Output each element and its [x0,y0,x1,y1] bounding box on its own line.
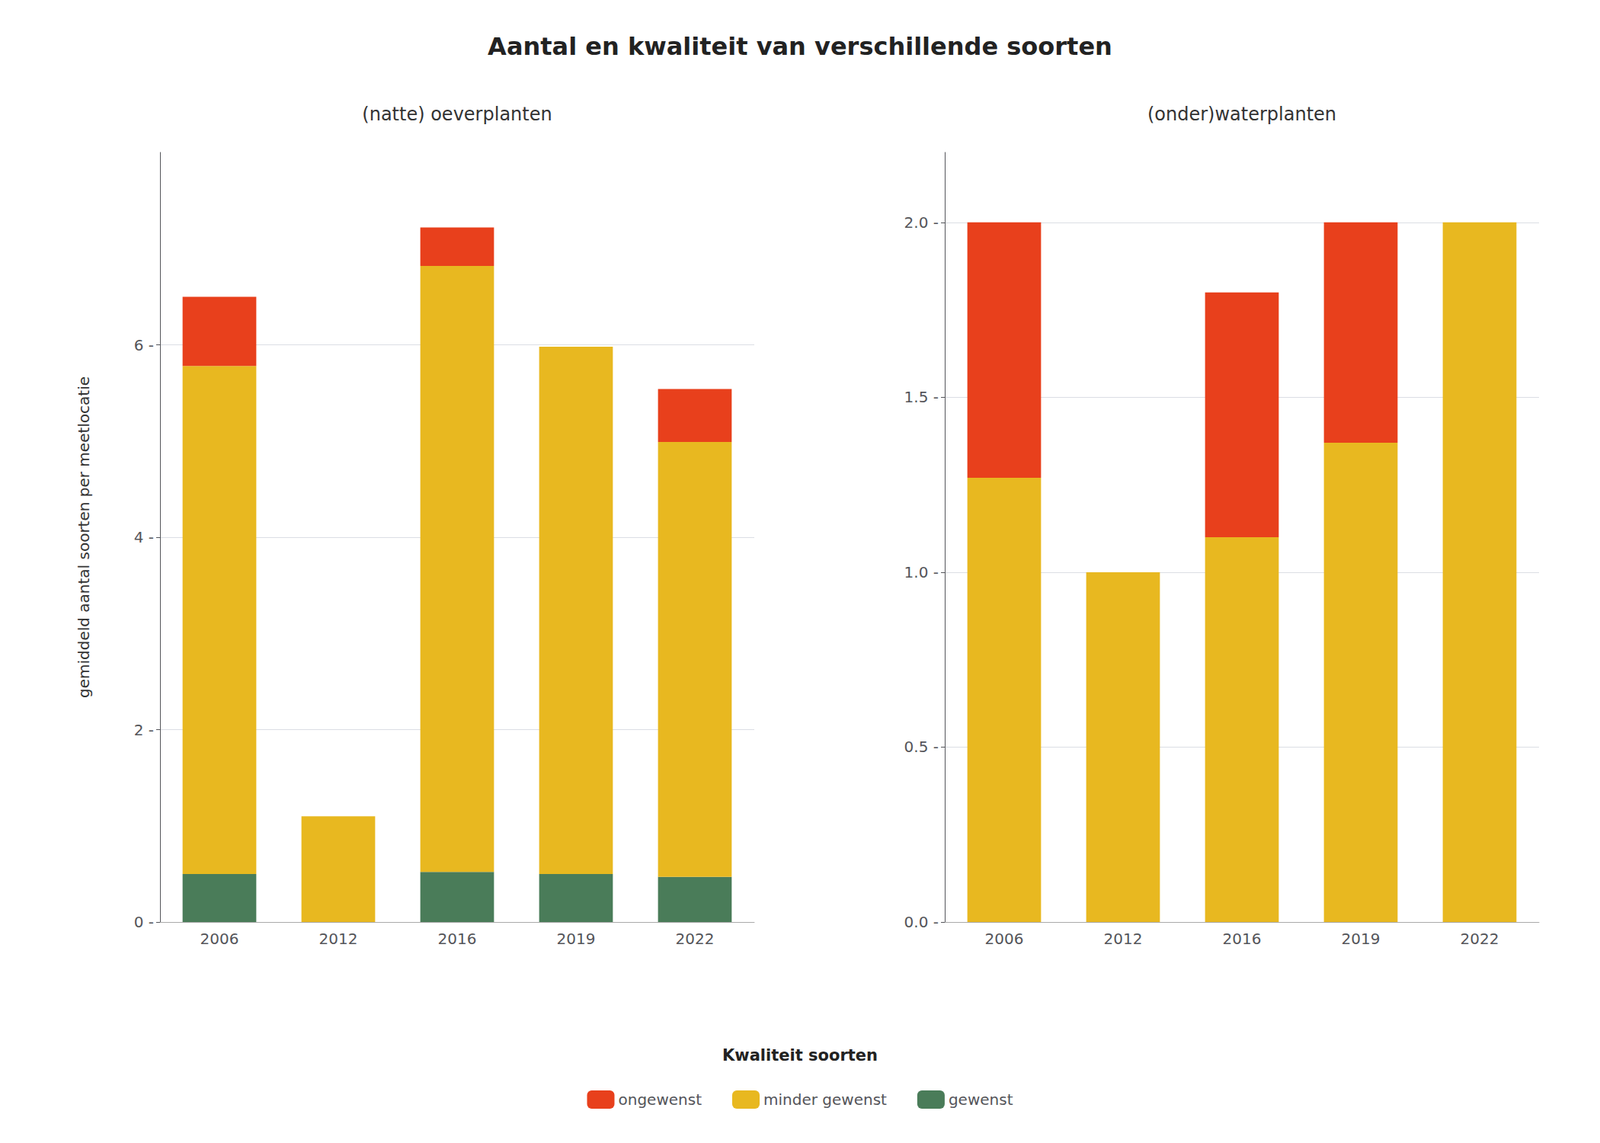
svg-text:2019: 2019 [1341,929,1381,948]
svg-text:2006: 2006 [200,929,240,948]
svg-text:2016: 2016 [438,929,477,948]
svg-text:1.0 -: 1.0 - [904,563,939,582]
svg-text:2 -: 2 - [134,720,154,740]
svg-text:2012: 2012 [319,929,359,948]
svg-text:2016: 2016 [1222,929,1262,948]
svg-text:(onder)waterplanten: (onder)waterplanten [1147,103,1337,125]
svg-text:2019: 2019 [556,929,596,948]
svg-text:0.0 -: 0.0 - [904,912,939,932]
svg-text:0 -: 0 - [134,912,154,932]
svg-text:Aantal en kwaliteit van versch: Aantal en kwaliteit van verschillende so… [487,32,1113,61]
svg-text:(natte) oeverplanten: (natte) oeverplanten [361,103,552,125]
svg-text:4 -: 4 - [134,528,154,547]
svg-text:2022: 2022 [675,929,715,948]
svg-text:gewenst: gewenst [948,1090,1014,1109]
svg-text:1.5 -: 1.5 - [904,387,939,407]
svg-text:Kwaliteit soorten: Kwaliteit soorten [722,1046,878,1065]
svg-text:2.0 -: 2.0 - [904,213,939,232]
svg-text:minder gewenst: minder gewenst [763,1090,887,1109]
svg-text:2012: 2012 [1104,929,1143,948]
svg-text:2006: 2006 [985,929,1024,948]
svg-text:ongewenst: ongewenst [617,1090,702,1109]
svg-text:2022: 2022 [1460,929,1500,948]
svg-text:6 -: 6 - [134,336,154,355]
svg-text:0.5 -: 0.5 - [904,737,939,756]
svg-text:gemiddeld aantal soorten per m: gemiddeld aantal soorten per meetlocatie [74,376,93,698]
